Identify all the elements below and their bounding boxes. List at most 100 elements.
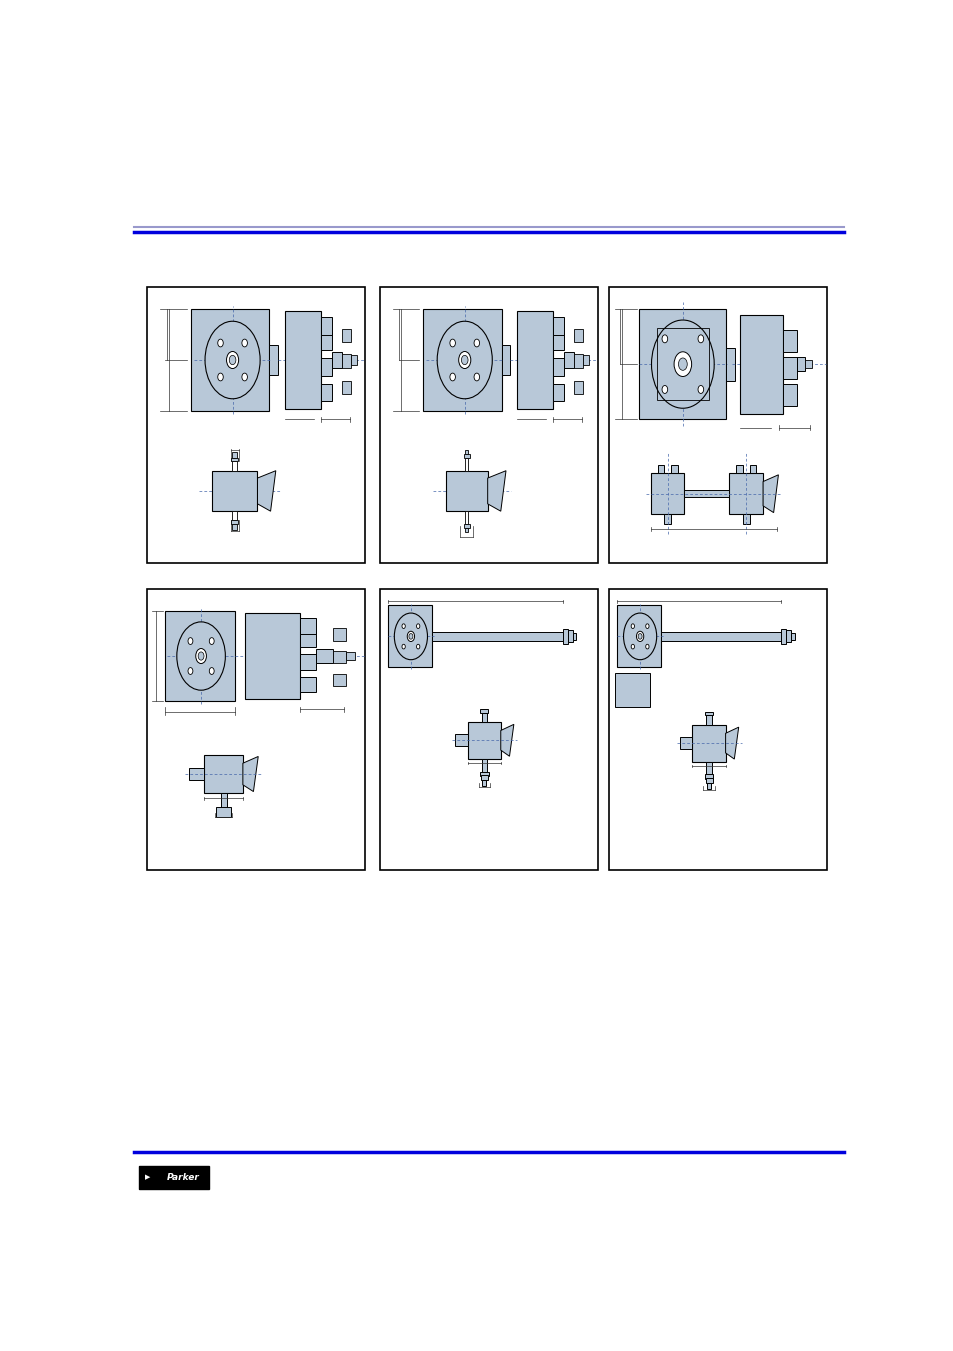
Bar — [481, 759, 486, 773]
Bar — [191, 309, 269, 411]
Bar — [729, 473, 762, 513]
Circle shape — [661, 385, 667, 393]
Bar — [553, 384, 563, 401]
Bar — [670, 465, 677, 473]
Bar — [781, 384, 796, 405]
Circle shape — [623, 613, 656, 659]
Bar — [342, 328, 351, 342]
Bar — [568, 631, 572, 643]
Bar — [212, 470, 257, 511]
Bar — [639, 309, 726, 419]
Circle shape — [638, 634, 641, 639]
Circle shape — [217, 339, 223, 347]
Bar — [467, 721, 500, 759]
Bar — [320, 332, 332, 350]
Circle shape — [674, 351, 691, 377]
Bar — [465, 458, 468, 470]
Bar — [572, 632, 576, 640]
Bar — [663, 513, 670, 524]
Bar — [683, 490, 729, 497]
Circle shape — [226, 351, 238, 369]
Bar — [231, 458, 238, 462]
Bar — [608, 589, 826, 870]
Bar — [189, 767, 204, 780]
Bar — [320, 317, 332, 335]
Polygon shape — [762, 474, 778, 512]
Bar — [553, 358, 563, 376]
Circle shape — [450, 373, 455, 381]
Bar — [781, 357, 796, 380]
Bar — [232, 453, 236, 458]
Bar — [465, 450, 468, 454]
Bar — [553, 332, 563, 350]
Polygon shape — [500, 724, 514, 757]
Circle shape — [678, 358, 686, 370]
Bar — [481, 780, 486, 786]
Bar — [574, 354, 582, 367]
Bar — [220, 793, 227, 808]
Bar — [617, 605, 660, 667]
Circle shape — [409, 634, 413, 639]
Bar — [562, 628, 568, 644]
Bar — [463, 454, 469, 458]
Bar — [501, 345, 510, 376]
Bar — [351, 355, 356, 365]
Bar — [320, 358, 332, 376]
Bar — [705, 762, 711, 775]
Bar — [553, 317, 563, 335]
Circle shape — [176, 621, 225, 690]
Circle shape — [394, 613, 427, 659]
Bar — [139, 1166, 154, 1189]
Bar — [284, 311, 320, 409]
Circle shape — [229, 355, 235, 365]
Bar — [679, 738, 692, 750]
Polygon shape — [487, 470, 505, 511]
Bar — [660, 632, 781, 640]
Bar — [299, 654, 316, 670]
Circle shape — [631, 644, 634, 648]
Text: Parker: Parker — [166, 1173, 199, 1182]
Circle shape — [401, 644, 405, 648]
Bar — [342, 381, 351, 394]
Bar — [739, 315, 781, 413]
Circle shape — [198, 653, 204, 661]
Bar — [147, 286, 365, 562]
Bar — [481, 713, 486, 721]
Bar — [332, 353, 342, 367]
Bar — [299, 632, 316, 647]
Circle shape — [645, 644, 648, 648]
Text: ▶: ▶ — [145, 1174, 151, 1179]
Circle shape — [698, 385, 703, 393]
Circle shape — [450, 339, 455, 347]
Circle shape — [416, 644, 419, 648]
Bar — [345, 651, 355, 661]
Bar — [574, 381, 582, 394]
Circle shape — [195, 648, 206, 663]
Circle shape — [636, 631, 643, 642]
Bar — [615, 673, 649, 707]
Bar — [445, 470, 487, 511]
Circle shape — [461, 355, 468, 365]
Circle shape — [645, 624, 648, 628]
Bar — [463, 524, 469, 528]
Circle shape — [698, 335, 703, 343]
Bar — [232, 462, 236, 470]
Bar — [479, 771, 488, 775]
Bar — [692, 724, 725, 762]
Bar — [790, 632, 794, 640]
Bar — [781, 628, 785, 644]
Bar — [736, 465, 742, 473]
Circle shape — [458, 351, 470, 369]
Bar — [517, 311, 553, 409]
Bar — [563, 353, 574, 367]
Bar — [299, 677, 316, 692]
Bar — [726, 347, 735, 381]
Bar — [139, 1166, 210, 1189]
Bar — [165, 611, 234, 701]
Bar — [333, 628, 345, 640]
Circle shape — [401, 624, 405, 628]
Polygon shape — [725, 727, 738, 759]
Bar — [804, 361, 811, 367]
Bar — [749, 465, 756, 473]
Bar — [269, 345, 278, 376]
